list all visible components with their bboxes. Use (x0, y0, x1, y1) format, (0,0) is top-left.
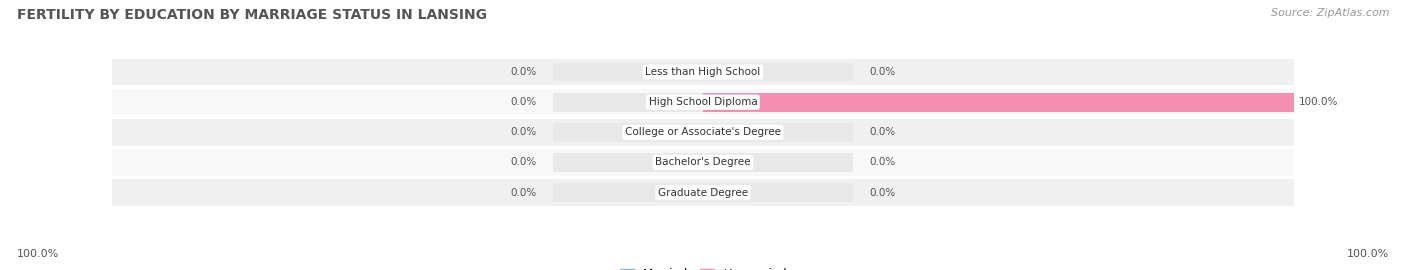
Text: 0.0%: 0.0% (510, 127, 537, 137)
Text: 0.0%: 0.0% (869, 188, 896, 198)
Text: 0.0%: 0.0% (510, 157, 537, 167)
Text: FERTILITY BY EDUCATION BY MARRIAGE STATUS IN LANSING: FERTILITY BY EDUCATION BY MARRIAGE STATU… (17, 8, 486, 22)
Text: 0.0%: 0.0% (869, 67, 896, 77)
Bar (112, 119, 1294, 146)
Text: 0.0%: 0.0% (510, 67, 537, 77)
Bar (553, 153, 703, 172)
Bar (703, 93, 1294, 112)
Bar (112, 179, 1294, 206)
Bar (553, 123, 703, 142)
Text: Source: ZipAtlas.com: Source: ZipAtlas.com (1271, 8, 1389, 18)
Text: 100.0%: 100.0% (1299, 97, 1339, 107)
Bar (703, 93, 853, 112)
Text: 0.0%: 0.0% (510, 97, 537, 107)
Text: Bachelor's Degree: Bachelor's Degree (655, 157, 751, 167)
Bar (703, 123, 853, 142)
Bar (703, 63, 853, 81)
Text: College or Associate's Degree: College or Associate's Degree (626, 127, 780, 137)
Bar (112, 59, 1294, 85)
Legend: Married, Unmarried: Married, Unmarried (614, 264, 792, 270)
Text: 100.0%: 100.0% (1347, 249, 1389, 259)
Text: 0.0%: 0.0% (510, 188, 537, 198)
Text: 0.0%: 0.0% (869, 157, 896, 167)
Bar (553, 93, 703, 112)
Bar (112, 89, 1294, 116)
Bar (553, 63, 703, 81)
Text: High School Diploma: High School Diploma (648, 97, 758, 107)
Bar (553, 183, 703, 202)
Text: Graduate Degree: Graduate Degree (658, 188, 748, 198)
Text: 100.0%: 100.0% (17, 249, 59, 259)
Bar (703, 183, 853, 202)
Text: 0.0%: 0.0% (869, 127, 896, 137)
Text: Less than High School: Less than High School (645, 67, 761, 77)
Bar (112, 149, 1294, 176)
Bar (703, 153, 853, 172)
